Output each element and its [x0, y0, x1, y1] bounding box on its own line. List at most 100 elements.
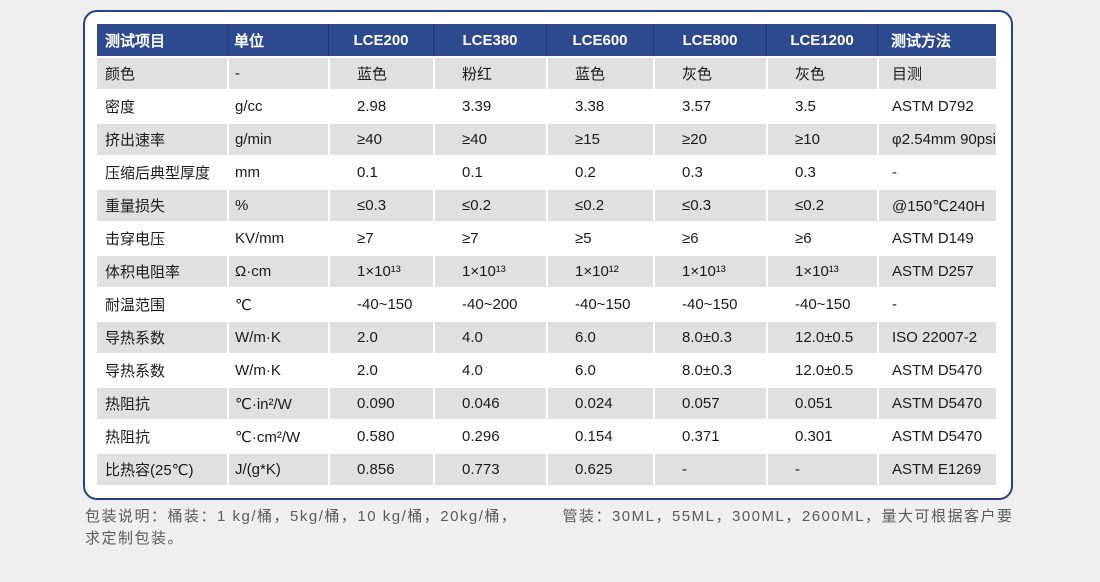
table-cell: ≥6 [653, 221, 766, 254]
column-header-5: LCE800 [653, 24, 766, 56]
table-cell: ≤0.3 [328, 188, 433, 221]
table-cell: 0.301 [766, 419, 877, 452]
packaging-note-barrel: 包装说明：桶装：1 kg/桶，5kg/桶，10 kg/桶，20kg/桶， [85, 508, 518, 525]
table-cell: 6.0 [546, 320, 653, 353]
packaging-note-wrap: 求定制包装。 [85, 530, 185, 547]
table-cell: ≤0.2 [766, 188, 877, 221]
table-cell: 灰色 [766, 56, 877, 89]
table-cell: g/min [227, 122, 328, 155]
table-row: 体积电阻率 Ω·cm 1×10¹³ 1×10¹³ 1×10¹² 1×10¹³ 1×10¹³ A… [97, 254, 996, 287]
table-cell: 热阻抗 [97, 419, 227, 452]
table-cell: ≥7 [328, 221, 433, 254]
table-cell: - [766, 452, 877, 485]
table-cell: -40~150 [328, 287, 433, 320]
table-cell: ℃·in²/W [227, 386, 328, 419]
table-cell: 挤出速率 [97, 122, 227, 155]
table-cell: 1×10¹³ [766, 254, 877, 287]
table-cell: g/cc [227, 89, 328, 122]
table-cell: 1×10¹³ [328, 254, 433, 287]
table-cell: 蓝色 [546, 56, 653, 89]
table-cell: 0.2 [546, 155, 653, 188]
table-cell: @150℃240H [877, 188, 996, 221]
table-cell: 3.5 [766, 89, 877, 122]
column-header-3: LCE380 [433, 24, 546, 56]
table-cell: - [227, 56, 328, 89]
table-cell: ASTM D792 [877, 89, 996, 122]
table-cell: 6.0 [546, 353, 653, 386]
table-cell: ≤0.2 [546, 188, 653, 221]
table-cell: 2.0 [328, 353, 433, 386]
table-cell: ≥20 [653, 122, 766, 155]
table-cell: Ω·cm [227, 254, 328, 287]
table-cell: ≤0.3 [653, 188, 766, 221]
table-cell: 1×10¹³ [433, 254, 546, 287]
table-row: 导热系数 W/m·K 2.0 4.0 6.0 8.0±0.3 12.0±0.5 ASTM D5… [97, 353, 996, 386]
spec-table: 测试项目 单位 LCE200 LCE380 LCE600 LCE800 LCE1200 测试方… [97, 24, 996, 485]
table-cell: 0.051 [766, 386, 877, 419]
table-cell: ASTM E1269 [877, 452, 996, 485]
table-cell: 0.024 [546, 386, 653, 419]
table-cell: 12.0±0.5 [766, 320, 877, 353]
table-cell: ≥40 [328, 122, 433, 155]
column-header-0: 测试项目 [97, 24, 227, 56]
table-cell: - [877, 155, 996, 188]
table-cell: 导热系数 [97, 320, 227, 353]
table-cell: J/(g*K) [227, 452, 328, 485]
table-cell: -40~150 [546, 287, 653, 320]
table-cell: 目测 [877, 56, 996, 89]
table-cell: ASTM D5470 [877, 353, 996, 386]
column-header-7: 测试方法 [877, 24, 996, 56]
table-cell: 灰色 [653, 56, 766, 89]
table-cell: - [653, 452, 766, 485]
table-cell: 0.625 [546, 452, 653, 485]
table-cell: 击穿电压 [97, 221, 227, 254]
table-cell: 重量损失 [97, 188, 227, 221]
table-cell: ≥5 [546, 221, 653, 254]
table-cell: KV/mm [227, 221, 328, 254]
table-cell: 0.154 [546, 419, 653, 452]
table-cell: 颜色 [97, 56, 227, 89]
table-cell: ASTM D149 [877, 221, 996, 254]
table-cell: φ2.54mm 90psi [877, 122, 996, 155]
table-cell: W/m·K [227, 320, 328, 353]
table-cell: -40~150 [653, 287, 766, 320]
table-cell: 0.3 [653, 155, 766, 188]
table-cell: W/m·K [227, 353, 328, 386]
column-header-1: 单位 [227, 24, 328, 56]
table-cell: 体积电阻率 [97, 254, 227, 287]
table-cell: ISO 22007-2 [877, 320, 996, 353]
table-cell: 0.1 [433, 155, 546, 188]
table-cell: 12.0±0.5 [766, 353, 877, 386]
column-header-2: LCE200 [328, 24, 433, 56]
table-header-row: 测试项目 单位 LCE200 LCE380 LCE600 LCE800 LCE1200 测试方… [97, 24, 996, 56]
table-row: 颜色 - 蓝色 粉红 蓝色 灰色 灰色 目测 [97, 56, 996, 89]
table-row: 热阻抗 ℃·in²/W 0.090 0.046 0.024 0.057 0.051 ASTM … [97, 386, 996, 419]
table-row: 耐温范围 ℃ -40~150 -40~200 -40~150 -40~150 -40~150… [97, 287, 996, 320]
column-header-6: LCE1200 [766, 24, 877, 56]
table-cell: 4.0 [433, 353, 546, 386]
table-cell: % [227, 188, 328, 221]
table-cell: 3.39 [433, 89, 546, 122]
table-cell: 2.0 [328, 320, 433, 353]
table-cell: 2.98 [328, 89, 433, 122]
table-cell: 0.296 [433, 419, 546, 452]
table-cell: 0.773 [433, 452, 546, 485]
table-cell: 0.090 [328, 386, 433, 419]
packaging-note-tube: 管装：30ML，55ML，300ML，2600ML，量大可根据客户要 [562, 508, 1014, 525]
table-cell: 1×10¹² [546, 254, 653, 287]
table-cell: 1×10¹³ [653, 254, 766, 287]
table-cell: 导热系数 [97, 353, 227, 386]
column-header-4: LCE600 [546, 24, 653, 56]
table-cell: 3.57 [653, 89, 766, 122]
table-row: 比热容(25℃) J/(g*K) 0.856 0.773 0.625- - ASTM E12… [97, 452, 996, 485]
table-row: 击穿电压 KV/mm ≥7 ≥7 ≥5 ≥6 ≥6 ASTM D149 [97, 221, 996, 254]
table-cell: ≥7 [433, 221, 546, 254]
table-cell: ℃·cm²/W [227, 419, 328, 452]
table-cell: 0.580 [328, 419, 433, 452]
table-cell: 0.1 [328, 155, 433, 188]
table-cell: 压缩后典型厚度 [97, 155, 227, 188]
packaging-note: 包装说明：桶装：1 kg/桶，5kg/桶，10 kg/桶，20kg/桶， 管装：… [85, 506, 1045, 550]
table-cell: 密度 [97, 89, 227, 122]
table-cell: 3.38 [546, 89, 653, 122]
table-cell: 0.371 [653, 419, 766, 452]
